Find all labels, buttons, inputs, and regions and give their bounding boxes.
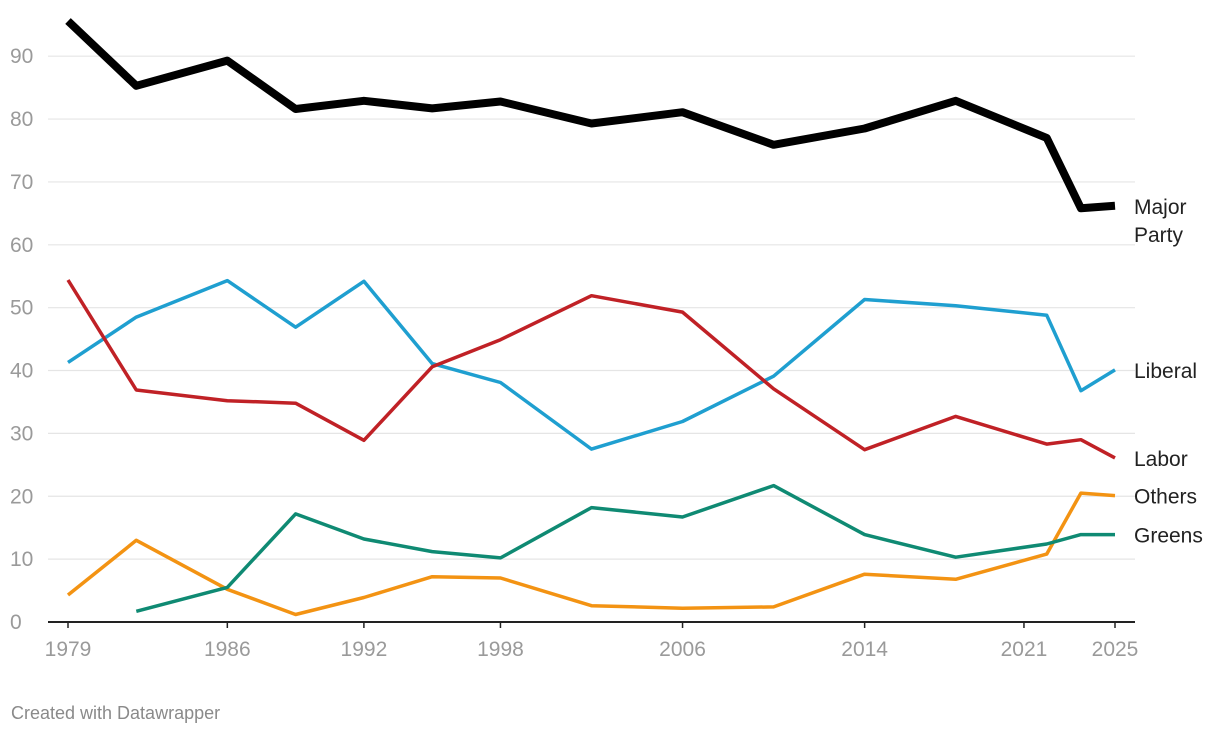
x-tick-label: 2021 bbox=[1001, 638, 1048, 661]
series-label-major-party: Major Party bbox=[1134, 196, 1187, 247]
series-label-others: Others bbox=[1134, 486, 1197, 509]
y-tick-label: 20 bbox=[10, 485, 33, 508]
y-tick-label: 40 bbox=[10, 360, 33, 383]
y-tick-label: 0 bbox=[10, 611, 22, 634]
series-line-others bbox=[66, 491, 1116, 617]
series-line-liberal bbox=[67, 278, 1116, 451]
line-chart: 0 10 20 30 40 50 60 70 80 90 1979 1986 1992 1998 2006… bbox=[10, 18, 1203, 661]
y-tick-label: 80 bbox=[10, 108, 33, 131]
y-tick-label: 10 bbox=[10, 548, 33, 571]
y-tick-label: 70 bbox=[10, 171, 33, 194]
x-tick-label: 1998 bbox=[477, 638, 524, 661]
x-tick-label: 2006 bbox=[659, 638, 706, 661]
series-line-labor bbox=[66, 279, 1116, 460]
x-tick-label: 2025 bbox=[1092, 638, 1139, 661]
series-line-major-party bbox=[65, 18, 1116, 213]
y-tick-label: 60 bbox=[10, 234, 33, 257]
series-label-greens: Greens bbox=[1134, 525, 1203, 548]
y-tick-label: 90 bbox=[10, 45, 33, 68]
y-axis: 0 10 20 30 40 50 60 70 80 90 bbox=[10, 45, 33, 634]
series-labels: Major Party Liberal Labor Others Greens bbox=[1134, 196, 1203, 548]
grid-lines bbox=[48, 55, 1135, 623]
x-tick-label: 1979 bbox=[45, 638, 92, 661]
series-lines bbox=[65, 18, 1116, 617]
series-line-greens bbox=[135, 483, 1115, 613]
series-label-labor: Labor bbox=[1134, 448, 1188, 471]
x-axis: 1979 1986 1992 1998 2006 2014 2021 2025 bbox=[45, 622, 1139, 661]
x-tick-label: 2014 bbox=[841, 638, 888, 661]
x-tick-label: 1992 bbox=[341, 638, 388, 661]
y-tick-label: 50 bbox=[10, 297, 33, 320]
credit-text: Created with Datawrapper bbox=[11, 703, 221, 723]
y-tick-label: 30 bbox=[10, 422, 33, 445]
x-tick-label: 1986 bbox=[204, 638, 251, 661]
series-label-liberal: Liberal bbox=[1134, 360, 1197, 383]
